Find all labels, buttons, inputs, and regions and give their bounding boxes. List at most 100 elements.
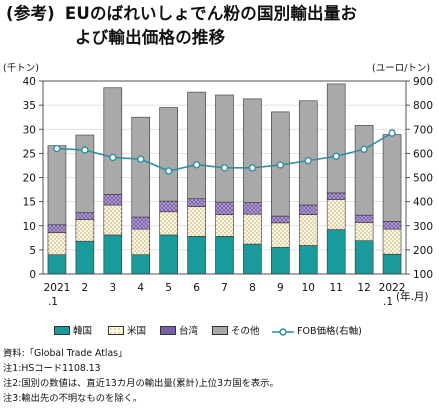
bar-korea (75, 240, 95, 275)
legend-item-usa: 米国 (108, 325, 146, 339)
bar-other (159, 107, 178, 202)
x-tick-label: 6 (193, 282, 200, 294)
left-tick-label: 15 (23, 197, 36, 209)
x-tick-label: 2021 (44, 282, 71, 294)
legend-item-fob: FOB価格(右軸) (272, 325, 362, 339)
x-tick-sublabel: .1 (48, 296, 58, 308)
right-tick-label: 500 (413, 173, 433, 185)
note-2: 注2:国別の数値は、直近13カ月の輸出量(累計)上位3カ国を表示。 (3, 378, 279, 389)
fob-price-point (137, 155, 145, 163)
x-axis-unit: (年.月) (396, 290, 429, 303)
x-tick-sublabel: .1 (383, 296, 393, 308)
fob-price-point (109, 153, 117, 162)
bar-korea (326, 229, 346, 275)
fob-price-point (53, 144, 61, 153)
legend: 韓国 米国 台湾 その他 FOB価格(右軸) (54, 325, 439, 339)
x-tick-label: 3 (109, 282, 116, 294)
right-axis-unit: (ユーロ/トン) (372, 63, 431, 74)
bar-usa (47, 232, 67, 256)
left-tick-label: 0 (29, 269, 36, 281)
left-tick-label: 20 (23, 173, 36, 185)
fob-price-point (192, 161, 201, 169)
fob-price-point (360, 145, 368, 153)
x-tick-label: 12 (357, 282, 370, 294)
bar-korea (271, 247, 290, 275)
bar-korea (215, 236, 234, 275)
bar-korea (354, 240, 374, 275)
x-tick-label: 2022 (379, 282, 406, 294)
left-tick-label: 5 (29, 245, 36, 257)
bar-taiwan (243, 202, 262, 215)
legend-item-korea: 韓国 (54, 325, 92, 339)
bar-korea (298, 245, 318, 275)
bar-other (382, 134, 402, 222)
fob-price-point (304, 156, 312, 165)
bar-other (131, 116, 151, 218)
right-tick-label: 800 (413, 100, 433, 112)
bar-other (326, 83, 346, 194)
fob-price-point (220, 164, 229, 172)
bar-taiwan (354, 214, 374, 223)
legend-item-taiwan: 台湾 (160, 325, 198, 339)
right-tick-label: 100 (413, 269, 433, 281)
bar-other (243, 98, 262, 203)
bar-usa (131, 228, 151, 256)
left-tick-label: 35 (23, 100, 36, 112)
note-1: 注1:HSコード1108.13 (3, 363, 101, 374)
bar-korea (47, 254, 67, 275)
legend-swatch-korea (54, 326, 70, 335)
x-tick-label: 4 (137, 282, 144, 294)
bar-taiwan (382, 221, 402, 230)
x-tick-label: 9 (277, 282, 284, 294)
x-tick-label: 10 (302, 282, 315, 294)
note-3: 注3:輸出先の不明なものを除く。 (3, 393, 143, 404)
bar-other (187, 91, 206, 200)
chart-title: (参考) EUのばれいしょでん粉の国別輸出量お よび輸出価格の推移 (6, 2, 436, 50)
x-tick-label: 7 (221, 282, 228, 294)
right-tick-label: 400 (413, 197, 433, 209)
legend-swatch-other (212, 326, 228, 335)
fob-price-point (81, 146, 89, 154)
title-line2: よび輸出価格の推移 (75, 28, 226, 47)
bar-usa (75, 219, 95, 242)
bar-taiwan (75, 212, 95, 220)
legend-swatch-usa (108, 326, 124, 335)
bar-usa (243, 213, 262, 245)
bar-other (47, 145, 67, 226)
bar-korea (131, 254, 151, 275)
note-source: 資料:「Global Trade Atlas」 (3, 348, 128, 359)
x-tick-label: 5 (165, 282, 172, 294)
bar-korea (187, 236, 206, 275)
bar-other (298, 100, 318, 206)
bar-other (354, 125, 374, 216)
bar-usa (159, 211, 178, 236)
bar-taiwan (47, 224, 67, 233)
bar-taiwan (187, 198, 206, 207)
bar-usa (298, 214, 318, 246)
legend-line-fob-icon (272, 327, 294, 336)
bar-other (215, 94, 234, 203)
bar-taiwan (215, 201, 234, 215)
bar-other (75, 134, 95, 214)
bar-taiwan (326, 192, 346, 200)
left-axis-unit: (千トン) (3, 63, 39, 74)
bar-usa (354, 222, 374, 242)
bar-taiwan (103, 194, 123, 206)
bar-korea (382, 253, 402, 275)
footnotes: 資料:「Global Trade Atlas」 注1:HSコード1108.13 … (3, 346, 435, 406)
fob-price-point (388, 129, 396, 137)
x-tick-label: 8 (249, 282, 256, 294)
right-tick-label: 700 (413, 124, 433, 136)
right-tick-label: 200 (413, 245, 433, 257)
title-line1: EUのばれいしょでん粉の国別輸出量お (64, 4, 358, 23)
legend-item-other: その他 (212, 325, 260, 339)
bar-korea (103, 234, 123, 275)
bar-usa (271, 222, 290, 248)
bar-other (103, 87, 123, 195)
left-tick-label: 25 (23, 148, 36, 160)
bar-usa (326, 199, 346, 230)
x-tick-label: 2 (82, 282, 89, 294)
bar-usa (215, 214, 234, 237)
x-tick-label: 11 (330, 282, 343, 294)
fob-price-point (248, 164, 257, 172)
